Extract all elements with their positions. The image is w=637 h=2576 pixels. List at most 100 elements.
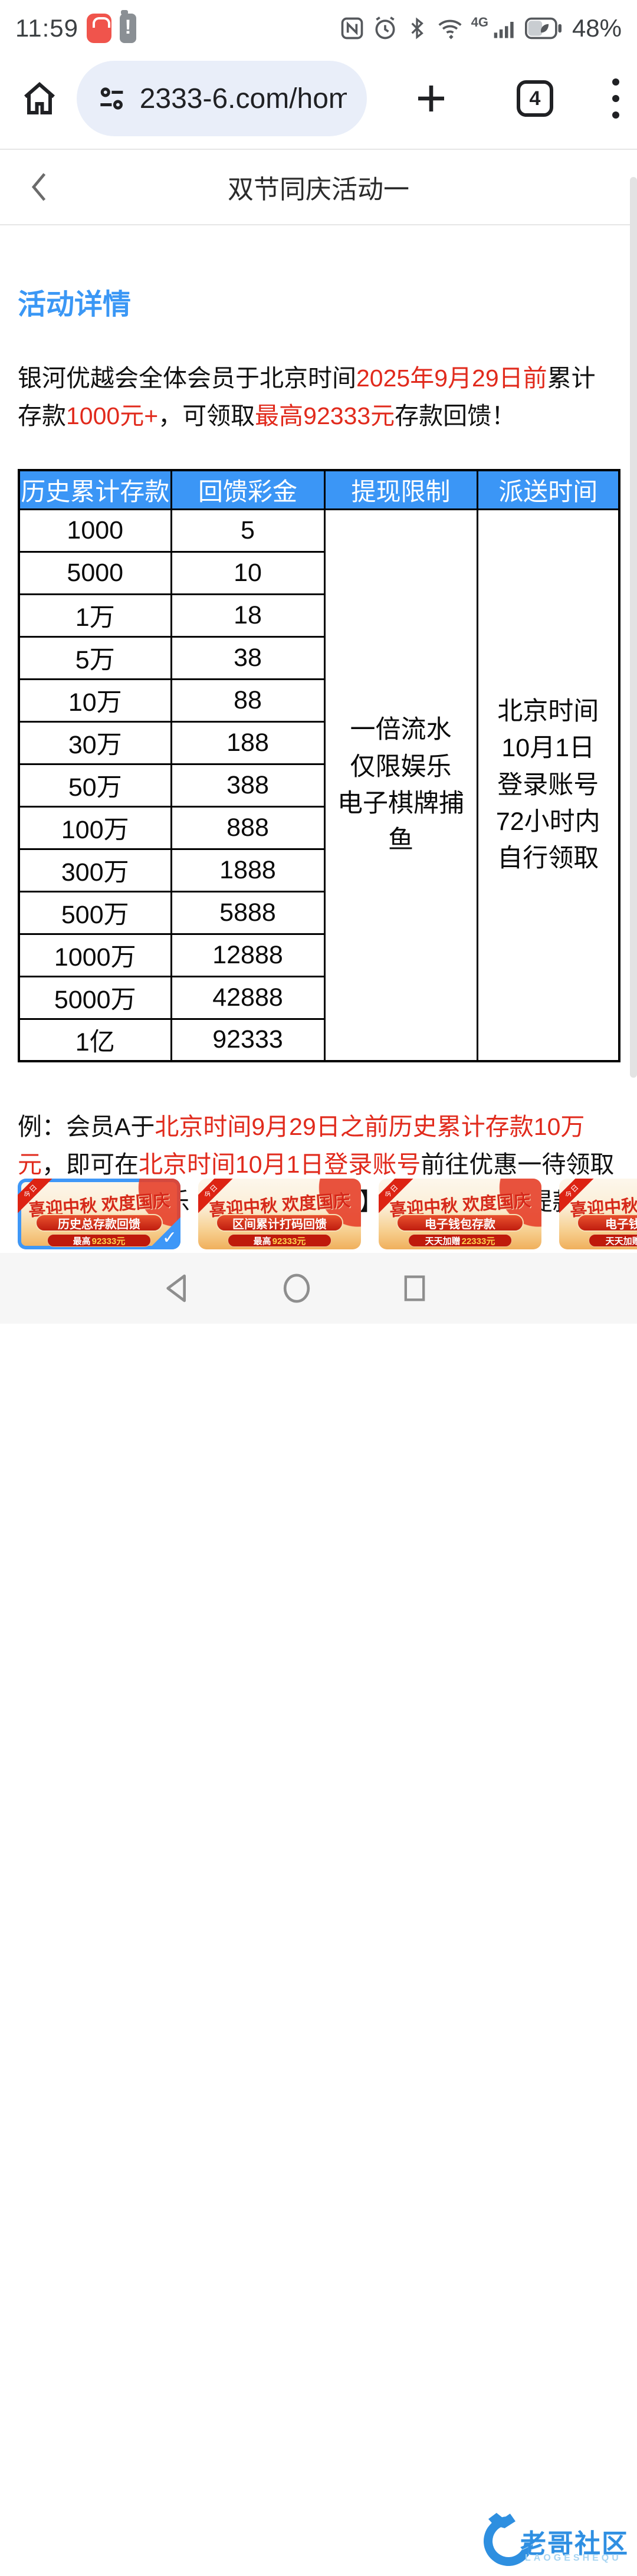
promo-banner-thumbnail[interactable]: 今日 喜迎中秋 欢度国庆 区间累计打码回馈 最高92333元 ✓ bbox=[198, 1179, 361, 1249]
browser-menu-button[interactable] bbox=[612, 78, 619, 119]
banner-sub-value: 22333元 bbox=[461, 1236, 495, 1246]
status-bar: 11:59 4G bbox=[0, 0, 637, 48]
table-row: 100万 888 bbox=[18, 805, 619, 850]
table-header-cell: 提现限制 bbox=[323, 469, 478, 510]
table-cell: 12888 bbox=[170, 933, 326, 977]
table-cell: 30万 bbox=[18, 720, 172, 765]
table-cell: 500万 bbox=[18, 890, 172, 935]
table-cell: 5000 bbox=[18, 550, 172, 595]
table-cell: 5万 bbox=[18, 635, 172, 680]
table-row: 1亿 92333 bbox=[18, 1018, 619, 1062]
table-row: 50万 388 bbox=[18, 763, 619, 808]
withdraw-limit-cell: 一倍流水 仅限娱乐 电子棋牌捕鱼 bbox=[323, 508, 478, 1062]
table-row: 1000 5 一倍流水 仅限娱乐 电子棋牌捕鱼 北京时间 10月1日 登录账号 72小时内 自行领… bbox=[18, 508, 620, 1062]
banner-subtitle-pill: 最高 92333元 bbox=[47, 1234, 152, 1247]
laoge-community-watermark: 老哥社区 LAOGESHEQU bbox=[473, 2506, 631, 2576]
signal-icon bbox=[492, 15, 518, 41]
banner-sub-prefix: 最高 bbox=[253, 1236, 271, 1246]
table-cell: 1亿 bbox=[18, 1018, 172, 1062]
alarm-icon bbox=[372, 15, 398, 41]
table-row: 1万 18 bbox=[18, 593, 619, 638]
table-cell: 188 bbox=[170, 720, 326, 765]
bluetooth-icon bbox=[405, 15, 429, 41]
table-row: 1000万 12888 bbox=[18, 933, 619, 977]
page-title: 双节同庆活动一 bbox=[228, 175, 409, 204]
section-title: 活动详情 bbox=[18, 289, 132, 320]
banner-sub-value: 92333元 bbox=[91, 1236, 126, 1246]
table-cell: 100万 bbox=[18, 805, 172, 850]
table-row: 300万 1888 bbox=[18, 848, 619, 892]
nav-back-icon bbox=[166, 1274, 186, 1302]
rebate-table: 历史累计存款 回馈彩金 提现限制 派送时间 1000 5 一倍流水 仅限娱乐 电子棋牌捕鱼 北京时… bbox=[18, 469, 620, 1063]
menu-dot bbox=[612, 95, 619, 102]
promo-banner-thumbnail[interactable]: 今日 喜迎中秋 欢度国庆 历史总存款回馈 最高 92333元 ✓ bbox=[18, 1179, 180, 1249]
url-text: 2333-6.com/hom bbox=[139, 83, 347, 114]
table-cell: 1000万 bbox=[18, 933, 172, 977]
banner-sub-prefix: 天天加赠 bbox=[605, 1236, 637, 1246]
appgallery-icon bbox=[87, 14, 111, 43]
table-row: 5000万 42888 bbox=[18, 975, 619, 1020]
banner-carousel: 今日 喜迎中秋 欢度国庆 历史总存款回馈 最高 92333元 ✓ 今日 喜迎中秋 … bbox=[0, 1179, 637, 1252]
battery-alert-icon bbox=[120, 10, 136, 43]
url-bar[interactable]: 2333-6.com/hom bbox=[77, 61, 367, 136]
table-header-cell: 派送时间 bbox=[476, 469, 620, 510]
table-cell: 1888 bbox=[170, 848, 326, 892]
table-row: 5万 38 bbox=[18, 635, 619, 680]
new-tab-button[interactable] bbox=[411, 78, 452, 119]
table-cell: 300万 bbox=[18, 848, 172, 892]
table-row: 30万 188 bbox=[18, 720, 619, 765]
system-nav-bar: 老哥社区 LAOGESHEQU bbox=[0, 1253, 637, 2576]
table-cell: 5000万 bbox=[18, 975, 172, 1020]
browser-toolbar: 2333-6.com/hom 4 bbox=[0, 48, 637, 149]
nfc-icon bbox=[339, 15, 365, 41]
banner-sub-value: 92333元 bbox=[272, 1236, 306, 1246]
nav-back-button[interactable] bbox=[145, 1253, 210, 1324]
table-row: 10万 88 bbox=[18, 678, 619, 723]
banner-title-pill: 电子钱包存款 bbox=[577, 1214, 637, 1232]
table-cell: 88 bbox=[170, 678, 326, 723]
tab-switcher-button[interactable]: 4 bbox=[517, 80, 553, 117]
delivery-time-cell: 北京时间 10月1日 登录账号 72小时内 自行领取 bbox=[476, 508, 620, 1062]
home-icon bbox=[24, 82, 55, 114]
nav-home-button[interactable] bbox=[264, 1253, 329, 1324]
new-tab-icon bbox=[418, 86, 444, 111]
banner-sub-prefix: 最高 bbox=[73, 1236, 91, 1246]
table-cell: 10万 bbox=[18, 678, 172, 723]
page-header: 双节同庆活动一 bbox=[0, 149, 637, 225]
battery-saver-icon bbox=[524, 15, 562, 41]
menu-dot bbox=[612, 78, 619, 86]
battery-percent-label: 48% bbox=[572, 14, 622, 42]
table-cell: 38 bbox=[170, 635, 326, 680]
table-cell: 1万 bbox=[18, 593, 172, 638]
table-cell: 50万 bbox=[18, 763, 172, 808]
table-cell: 5 bbox=[170, 508, 326, 553]
chevron-left-icon bbox=[31, 173, 46, 201]
table-cell: 42888 bbox=[170, 975, 326, 1020]
intro-paragraph: 银河优越会全体会员于北京时间2025年9月29日前累计存款1000元+，可领取最… bbox=[18, 365, 596, 429]
tab-count-label: 4 bbox=[529, 87, 541, 110]
banner-title-pill: 历史总存款回馈 bbox=[35, 1214, 163, 1232]
table-row: 500万 5888 bbox=[18, 890, 619, 935]
site-settings-icon bbox=[100, 87, 123, 110]
table-header-cell: 历史累计存款 bbox=[18, 469, 172, 510]
table-cell: 92333 bbox=[170, 1018, 326, 1062]
table-cell: 888 bbox=[170, 805, 326, 850]
banner-subtitle-pill: 最高 92333元 bbox=[227, 1234, 332, 1247]
table-cell: 5888 bbox=[170, 890, 326, 935]
home-button[interactable] bbox=[18, 77, 61, 120]
wifi-icon bbox=[436, 15, 464, 41]
table-header-cell: 回馈彩金 bbox=[170, 469, 326, 510]
nav-recents-icon bbox=[404, 1275, 425, 1301]
page-scrollbar[interactable] bbox=[630, 177, 637, 1078]
back-button[interactable] bbox=[17, 150, 64, 224]
table-cell: 18 bbox=[170, 593, 326, 638]
table-cell: 10 bbox=[170, 550, 326, 595]
table-cell: 388 bbox=[170, 763, 326, 808]
banner-sub-prefix: 天天加赠 bbox=[425, 1236, 461, 1246]
table-cell: 1000 bbox=[18, 508, 172, 553]
nav-recents-button[interactable] bbox=[382, 1253, 447, 1324]
